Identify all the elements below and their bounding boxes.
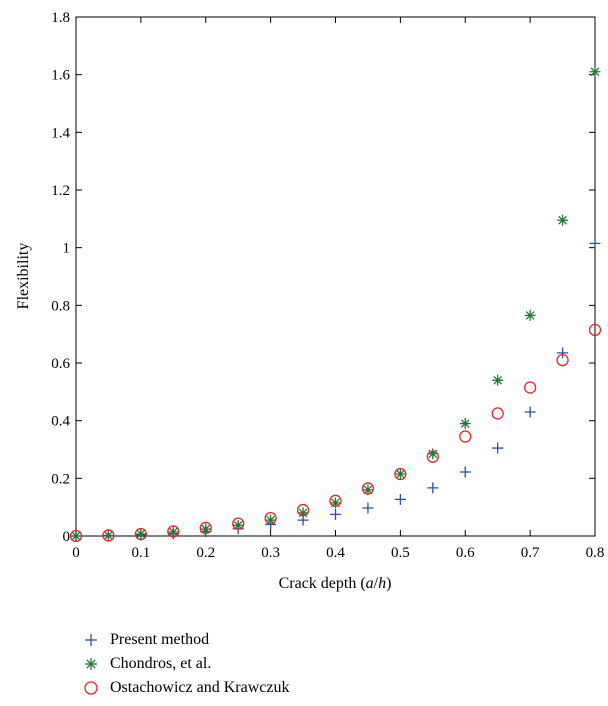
y-tick-label: 1 (63, 241, 71, 257)
x-tick-label: 0.1 (132, 545, 151, 561)
legend-label-chondros: Chondros, et al. (110, 655, 212, 672)
data-point (232, 517, 245, 530)
data-point (459, 430, 472, 443)
data-point (102, 529, 115, 542)
x-tick-label: 0.6 (456, 545, 475, 561)
tick-marks (75, 16, 596, 537)
data-point (394, 468, 406, 480)
legend-item-present-method: Present method (80, 628, 289, 652)
y-tick-label: 0.2 (51, 471, 70, 487)
legend-label-ostachowicz: Ostachowicz and Krawczuk (110, 679, 290, 696)
data-point (362, 502, 374, 514)
plot-frame (75, 16, 596, 537)
data-points (69, 66, 602, 543)
y-tick-label: 0.4 (51, 414, 70, 430)
data-point (330, 508, 341, 520)
series-circle (69, 323, 602, 543)
data-point (589, 66, 601, 78)
x-tick-label: 0.4 (326, 545, 345, 561)
data-point (70, 530, 82, 542)
legend-item-chondros: Chondros, et al. (80, 652, 289, 676)
data-point (102, 529, 114, 541)
x-tick-label: 0.5 (391, 545, 410, 561)
y-tick-label: 1.8 (51, 10, 70, 26)
data-point (134, 527, 148, 541)
data-point (167, 525, 180, 538)
data-point (523, 381, 537, 394)
data-point (296, 503, 310, 517)
legend: Present method Chondros, et al. Ostachow… (80, 628, 289, 700)
data-point (492, 442, 504, 454)
data-point (588, 323, 602, 336)
data-point (361, 482, 375, 495)
data-point (394, 493, 406, 505)
data-point (426, 450, 439, 463)
data-point (556, 353, 569, 367)
y-tick-label: 1.6 (51, 68, 70, 84)
y-tick-label: 0 (63, 529, 71, 545)
asterisk-marker-icon (85, 658, 97, 670)
data-point (491, 407, 504, 420)
data-point (200, 523, 212, 535)
y-tick-label: 0.6 (51, 356, 70, 372)
data-point (427, 482, 439, 494)
tick-labels: 0 0.1 0.2 0.3 0.4 0.5 0.6 0.7 0.8 0 0.2 0.4 0.6 0.8 1 1… (51, 10, 604, 561)
legend-label-present-method: Present method (110, 631, 210, 648)
data-point (297, 507, 309, 519)
data-point (427, 448, 439, 460)
data-point (265, 514, 277, 526)
x-tick-label: 0.2 (196, 545, 215, 561)
x-tick-label: 0.3 (261, 545, 280, 561)
data-point (589, 237, 601, 249)
data-point (329, 494, 342, 507)
y-tick-label: 1.2 (51, 183, 70, 199)
y-tick-label: 1.4 (51, 125, 70, 141)
data-point (69, 529, 83, 543)
data-point (459, 418, 471, 430)
data-point (557, 347, 569, 359)
series-asterisk (70, 66, 601, 542)
data-point (232, 519, 244, 531)
x-axis-title: Crack depth (a/h) (279, 575, 392, 592)
data-point (524, 309, 536, 321)
data-point (524, 406, 536, 418)
data-point (135, 528, 147, 540)
x-tick-label: 0.8 (586, 545, 605, 561)
y-tick-label: 0.8 (51, 298, 70, 314)
data-point (167, 526, 179, 538)
data-point (394, 467, 407, 481)
x-tick-label: 0.7 (521, 545, 540, 561)
legend-item-ostachowicz: Ostachowicz and Krawczuk (80, 676, 289, 700)
data-point (492, 374, 504, 386)
x-tick-label: 0 (72, 545, 80, 561)
plus-marker-icon (85, 634, 97, 646)
circle-marker-icon (84, 681, 98, 695)
data-point (459, 466, 471, 478)
data-point (557, 214, 569, 226)
data-point (362, 484, 374, 496)
y-axis-title: Flexibility (15, 243, 32, 310)
data-point (330, 497, 341, 509)
data-point (199, 521, 212, 535)
data-point (264, 511, 277, 525)
